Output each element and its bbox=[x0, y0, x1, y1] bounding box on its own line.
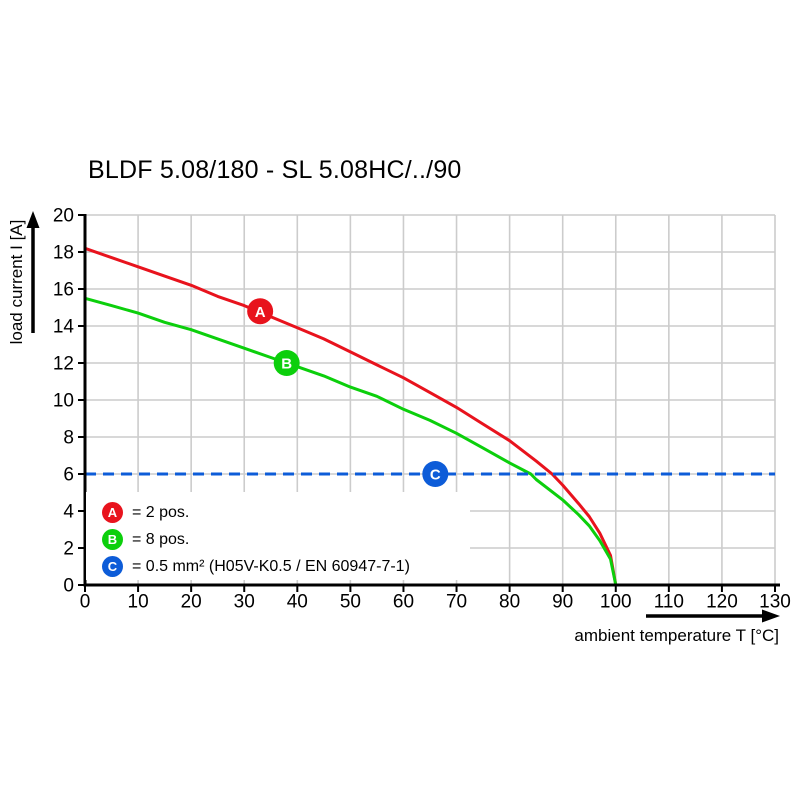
curve-marker-letter: C bbox=[430, 467, 441, 484]
x-tick-label: 100 bbox=[600, 592, 632, 613]
x-tick-label: 10 bbox=[128, 592, 149, 613]
legend-label-b: = 8 pos. bbox=[132, 530, 190, 548]
curve-marker-letter: B bbox=[281, 356, 292, 373]
x-axis-label: ambient temperature T [°C] bbox=[574, 626, 779, 645]
x-tick-label: 130 bbox=[759, 592, 791, 613]
legend-label-c: = 0.5 mm² (H05V-K0.5 / EN 60947-7-1) bbox=[132, 557, 410, 575]
x-tick-label: 90 bbox=[552, 592, 573, 613]
legend-marker-a-icon: A bbox=[102, 502, 123, 523]
x-tick-label: 70 bbox=[446, 592, 467, 613]
y-tick-label: 2 bbox=[63, 539, 74, 560]
curve-marker-letter: A bbox=[255, 304, 266, 321]
x-tick-label: 40 bbox=[287, 592, 308, 613]
x-axis-arrowhead-icon bbox=[762, 609, 780, 623]
y-tick-label: 14 bbox=[53, 317, 75, 338]
x-tick-label: 50 bbox=[340, 592, 361, 613]
x-tick-label: 0 bbox=[80, 592, 91, 613]
legend-label-a: = 2 pos. bbox=[132, 503, 190, 521]
y-axis-arrowhead-icon bbox=[26, 211, 40, 228]
legend-item-a: A = 2 pos. bbox=[102, 499, 470, 526]
curve-marker-c-icon bbox=[422, 461, 449, 487]
x-tick-label: 20 bbox=[181, 592, 202, 613]
y-tick-label: 4 bbox=[63, 502, 74, 523]
x-tick-label: 120 bbox=[706, 592, 738, 613]
x-tick-label: 60 bbox=[393, 592, 414, 613]
y-tick-label: 12 bbox=[53, 354, 74, 375]
x-tick-label: 110 bbox=[654, 592, 684, 613]
y-tick-label: 10 bbox=[53, 391, 74, 412]
chart-title: BLDF 5.08/180 - SL 5.08HC/../90 bbox=[88, 156, 462, 184]
legend: A = 2 pos. B = 8 pos. C = 0.5 mm² (H05V-… bbox=[86, 492, 470, 580]
y-tick-label: 18 bbox=[53, 243, 74, 264]
legend-marker-c-icon: C bbox=[102, 556, 123, 577]
legend-marker-b-icon: B bbox=[102, 529, 123, 550]
y-tick-label: 16 bbox=[53, 280, 74, 301]
curve-a bbox=[84, 246, 618, 586]
curve-b bbox=[84, 296, 618, 586]
y-tick-label: 20 bbox=[53, 206, 74, 227]
curve-marker-a-icon bbox=[247, 298, 274, 325]
legend-item-c: C = 0.5 mm² (H05V-K0.5 / EN 60947-7-1) bbox=[102, 553, 470, 580]
legend-item-b: B = 8 pos. bbox=[102, 526, 470, 553]
y-tick-label: 8 bbox=[63, 428, 74, 449]
x-tick-label: 80 bbox=[499, 592, 520, 613]
x-tick-label: 30 bbox=[234, 592, 255, 613]
curve-marker-b-icon bbox=[273, 350, 300, 376]
y-tick-label: 0 bbox=[63, 576, 74, 597]
y-axis-label: load current I [A] bbox=[7, 219, 26, 345]
y-tick-label: 6 bbox=[63, 465, 74, 486]
